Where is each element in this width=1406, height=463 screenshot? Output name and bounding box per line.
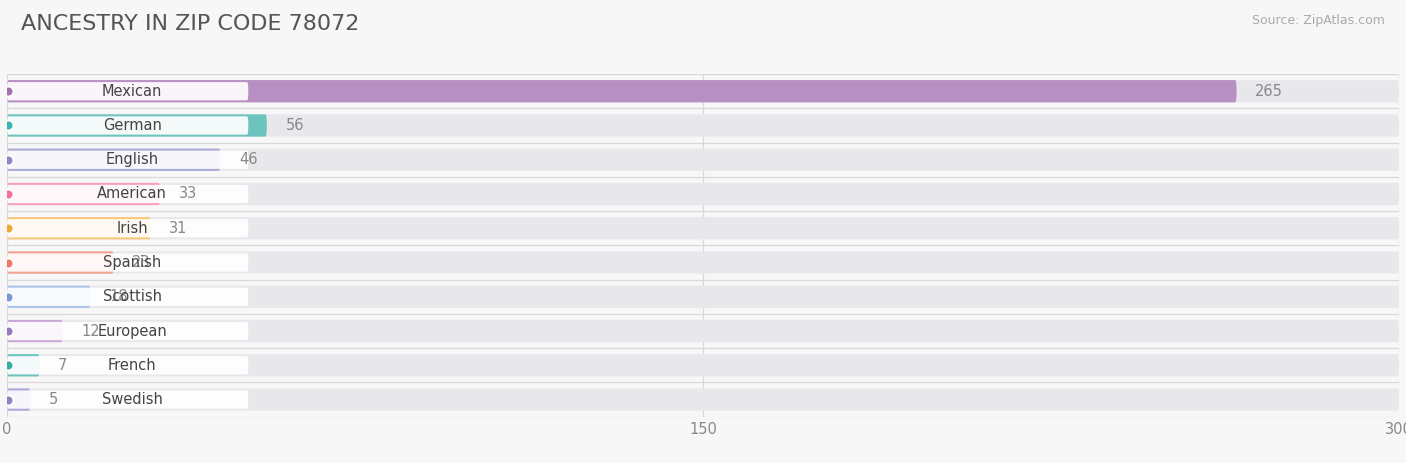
- FancyBboxPatch shape: [7, 149, 1399, 171]
- FancyBboxPatch shape: [7, 185, 249, 203]
- FancyBboxPatch shape: [7, 286, 90, 308]
- FancyBboxPatch shape: [7, 116, 249, 135]
- FancyBboxPatch shape: [7, 286, 1399, 308]
- FancyBboxPatch shape: [7, 251, 114, 274]
- Text: 56: 56: [285, 118, 304, 133]
- FancyBboxPatch shape: [7, 82, 249, 100]
- Text: English: English: [105, 152, 159, 167]
- Text: American: American: [97, 187, 167, 201]
- FancyBboxPatch shape: [7, 150, 249, 169]
- FancyBboxPatch shape: [7, 388, 31, 411]
- Text: 31: 31: [170, 221, 188, 236]
- FancyBboxPatch shape: [7, 320, 63, 342]
- Text: 12: 12: [82, 324, 100, 338]
- Text: 33: 33: [179, 187, 197, 201]
- FancyBboxPatch shape: [7, 320, 1399, 342]
- Text: Scottish: Scottish: [103, 289, 162, 304]
- FancyBboxPatch shape: [7, 322, 249, 340]
- Text: Source: ZipAtlas.com: Source: ZipAtlas.com: [1251, 14, 1385, 27]
- Text: Spanish: Spanish: [103, 255, 162, 270]
- Text: 7: 7: [58, 358, 67, 373]
- FancyBboxPatch shape: [7, 356, 249, 375]
- FancyBboxPatch shape: [7, 183, 160, 205]
- FancyBboxPatch shape: [7, 217, 1399, 239]
- FancyBboxPatch shape: [7, 114, 1399, 137]
- FancyBboxPatch shape: [7, 354, 39, 376]
- Text: 265: 265: [1256, 84, 1284, 99]
- Text: French: French: [108, 358, 156, 373]
- FancyBboxPatch shape: [7, 251, 1399, 274]
- FancyBboxPatch shape: [7, 354, 1399, 376]
- FancyBboxPatch shape: [7, 149, 221, 171]
- Text: ANCESTRY IN ZIP CODE 78072: ANCESTRY IN ZIP CODE 78072: [21, 14, 360, 34]
- FancyBboxPatch shape: [7, 388, 1399, 411]
- Text: German: German: [103, 118, 162, 133]
- Text: Irish: Irish: [117, 221, 148, 236]
- Text: Swedish: Swedish: [101, 392, 163, 407]
- Text: European: European: [97, 324, 167, 338]
- Text: 23: 23: [132, 255, 150, 270]
- FancyBboxPatch shape: [7, 253, 249, 272]
- Text: 5: 5: [49, 392, 58, 407]
- FancyBboxPatch shape: [7, 80, 1399, 102]
- Text: 18: 18: [110, 289, 128, 304]
- FancyBboxPatch shape: [7, 219, 249, 238]
- FancyBboxPatch shape: [7, 80, 1237, 102]
- FancyBboxPatch shape: [7, 217, 150, 239]
- FancyBboxPatch shape: [7, 288, 249, 306]
- FancyBboxPatch shape: [7, 390, 249, 409]
- Text: 46: 46: [239, 152, 257, 167]
- FancyBboxPatch shape: [7, 183, 1399, 205]
- FancyBboxPatch shape: [7, 114, 267, 137]
- Text: Mexican: Mexican: [103, 84, 163, 99]
